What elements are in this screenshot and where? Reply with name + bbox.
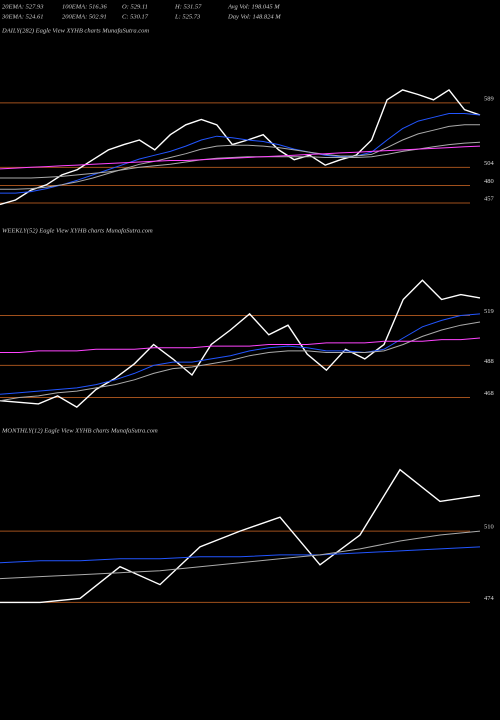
- stat: 30EMA: 524.61: [1, 13, 44, 20]
- series-line: [0, 145, 481, 170]
- panel-title: MONTHLY(12) Eagle View XYHB charts Munaf…: [1, 427, 158, 434]
- stat: L: 525.73: [174, 13, 201, 20]
- stat: H: 531.57: [174, 3, 202, 10]
- stat: 100EMA: 516.36: [62, 3, 108, 10]
- panel-title: WEEKLY(52) Eagle View XYHB charts Munafa…: [2, 227, 153, 234]
- series-line: [0, 337, 481, 353]
- y-tick-label: 519: [484, 308, 494, 315]
- series-line: [0, 546, 481, 564]
- stat: 20EMA: 527.93: [2, 3, 44, 10]
- stat: C: 530.17: [122, 13, 149, 20]
- series-line: [0, 321, 481, 402]
- series-line: [0, 279, 481, 408]
- stat: O: 529.11: [122, 3, 148, 10]
- series-line: [0, 113, 481, 194]
- y-tick-label: 480: [484, 178, 494, 185]
- stat: 200EMA: 502.91: [62, 13, 107, 20]
- series-line: [0, 124, 480, 190]
- y-tick-label: 468: [484, 390, 494, 397]
- y-tick-label: 510: [484, 524, 494, 531]
- y-tick-label: 474: [484, 595, 495, 602]
- stat: Avg Vol: 198.045 M: [227, 3, 280, 10]
- y-tick-label: 589: [484, 95, 494, 102]
- stat: Day Vol: 148.824 M: [227, 13, 281, 20]
- panel-title: DAILY(282) Eagle View XYHB charts Munafa…: [1, 27, 149, 34]
- series-line: [0, 313, 481, 395]
- series-line: [0, 88, 481, 206]
- y-tick-label: 457: [484, 195, 495, 202]
- series-line: [0, 141, 481, 179]
- y-tick-label: 488: [484, 358, 494, 365]
- y-tick-label: 504: [484, 160, 495, 167]
- series-line: [0, 530, 481, 580]
- series-line: [0, 468, 481, 604]
